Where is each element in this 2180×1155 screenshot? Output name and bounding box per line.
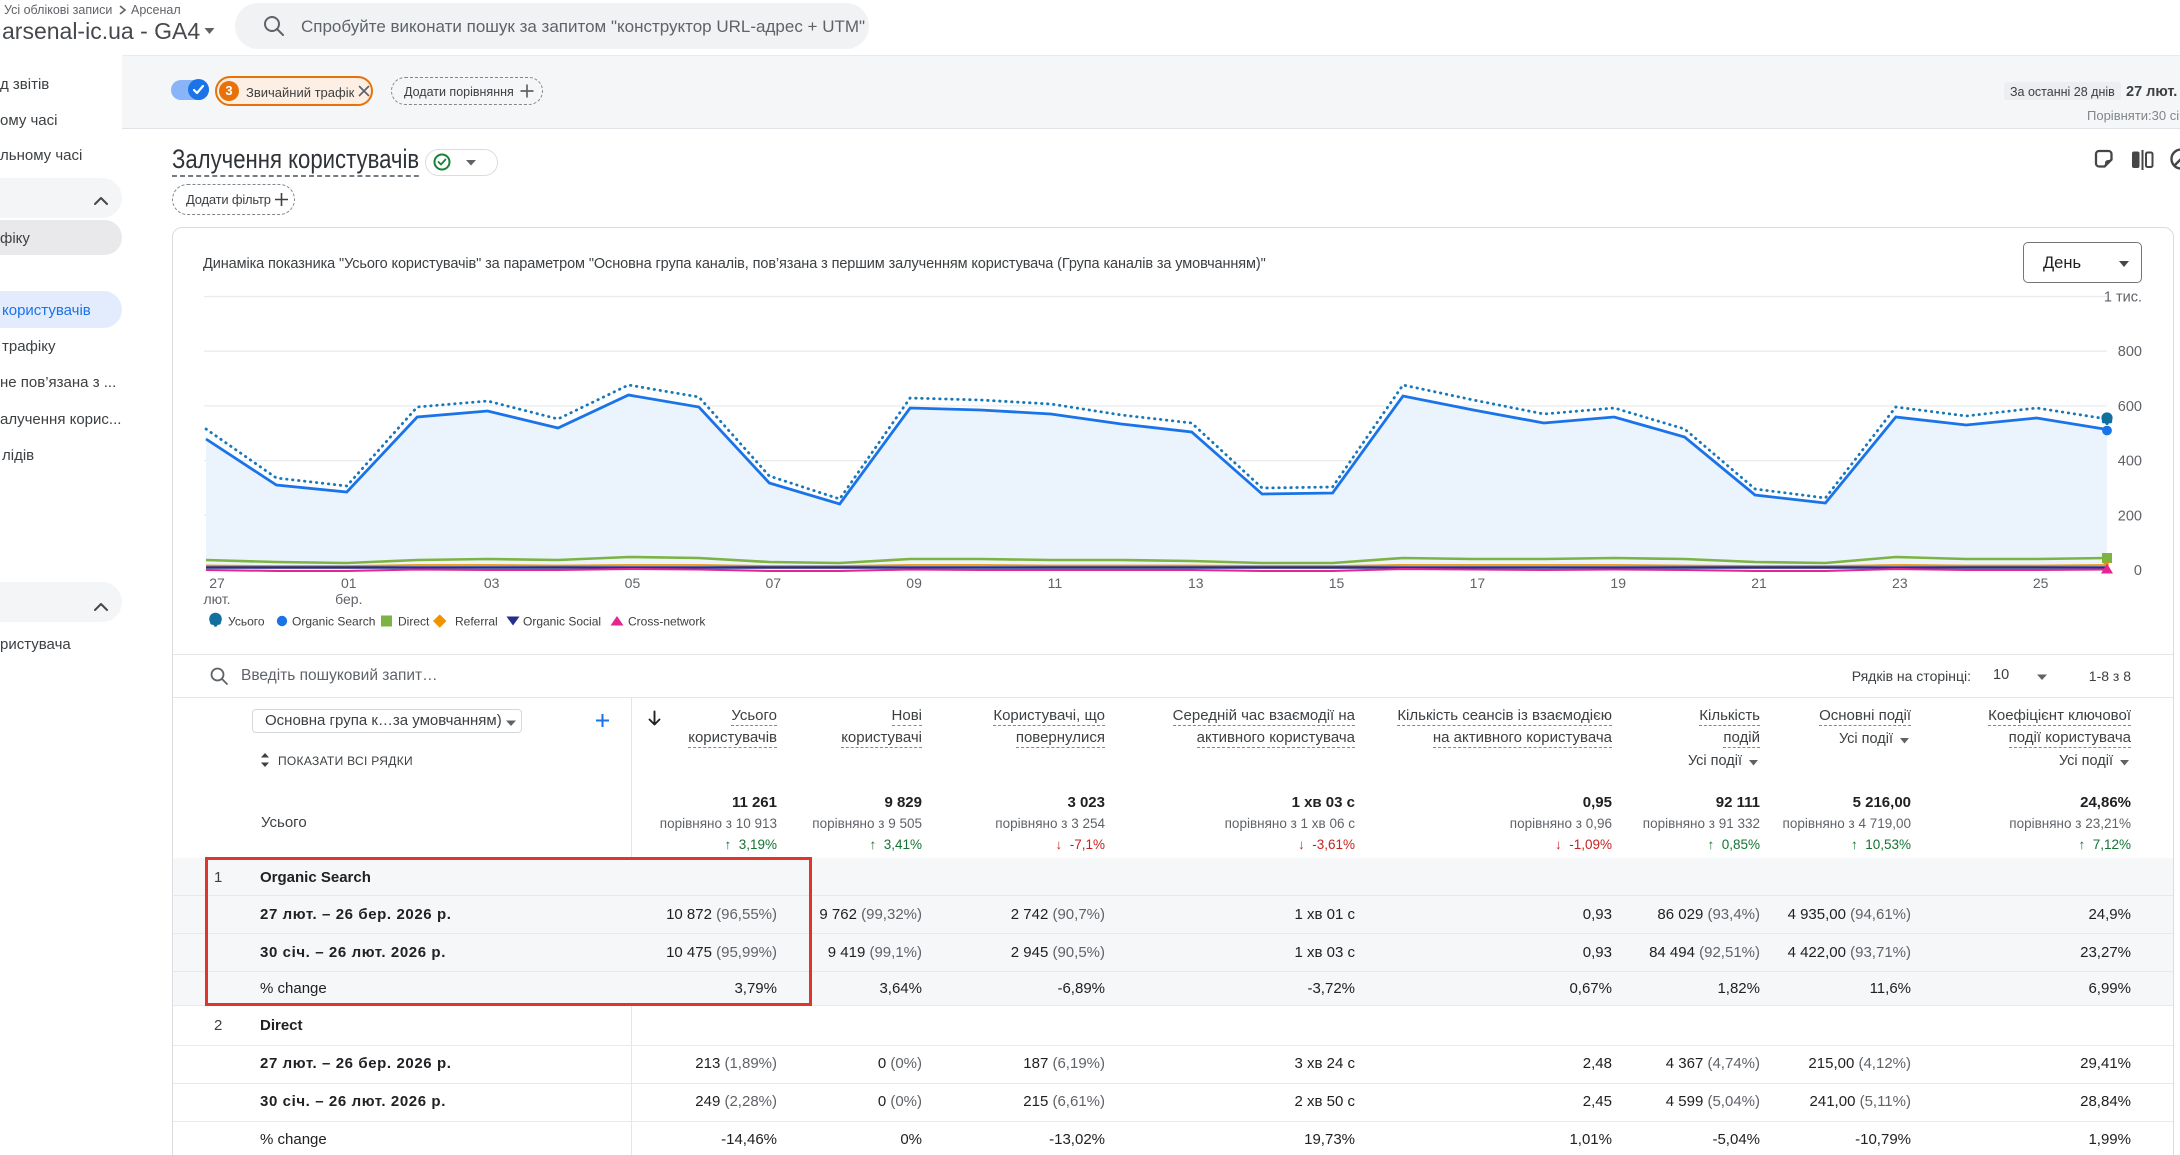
svg-text:200: 200 xyxy=(2118,508,2142,524)
svg-text:лют.: лют. xyxy=(203,591,230,607)
svg-text:07: 07 xyxy=(765,575,781,591)
svg-text:13: 13 xyxy=(1188,575,1204,591)
svg-text:23: 23 xyxy=(1892,575,1908,591)
svg-text:бер.: бер. xyxy=(335,591,362,607)
svg-text:Cross-network: Cross-network xyxy=(628,615,706,629)
svg-text:0: 0 xyxy=(2134,563,2142,579)
svg-text:Organic Search: Organic Search xyxy=(292,615,375,629)
svg-text:1 тис.: 1 тис. xyxy=(2104,290,2142,306)
svg-text:05: 05 xyxy=(625,575,641,591)
svg-text:11: 11 xyxy=(1048,575,1063,591)
svg-text:Referral: Referral xyxy=(455,615,498,629)
svg-text:03: 03 xyxy=(484,575,500,591)
svg-text:Усього: Усього xyxy=(228,615,265,629)
svg-text:800: 800 xyxy=(2118,344,2142,360)
svg-text:25: 25 xyxy=(2033,575,2049,591)
svg-text:600: 600 xyxy=(2118,399,2142,415)
svg-text:09: 09 xyxy=(906,575,922,591)
svg-text:17: 17 xyxy=(1470,575,1486,591)
svg-text:19: 19 xyxy=(1610,575,1626,591)
svg-text:15: 15 xyxy=(1329,575,1345,591)
svg-text:400: 400 xyxy=(2118,454,2142,470)
svg-text:21: 21 xyxy=(1751,575,1767,591)
svg-text:01: 01 xyxy=(341,575,357,591)
svg-text:Direct: Direct xyxy=(398,615,430,629)
svg-text:27: 27 xyxy=(209,575,225,591)
svg-text:Organic Social: Organic Social xyxy=(523,615,601,629)
